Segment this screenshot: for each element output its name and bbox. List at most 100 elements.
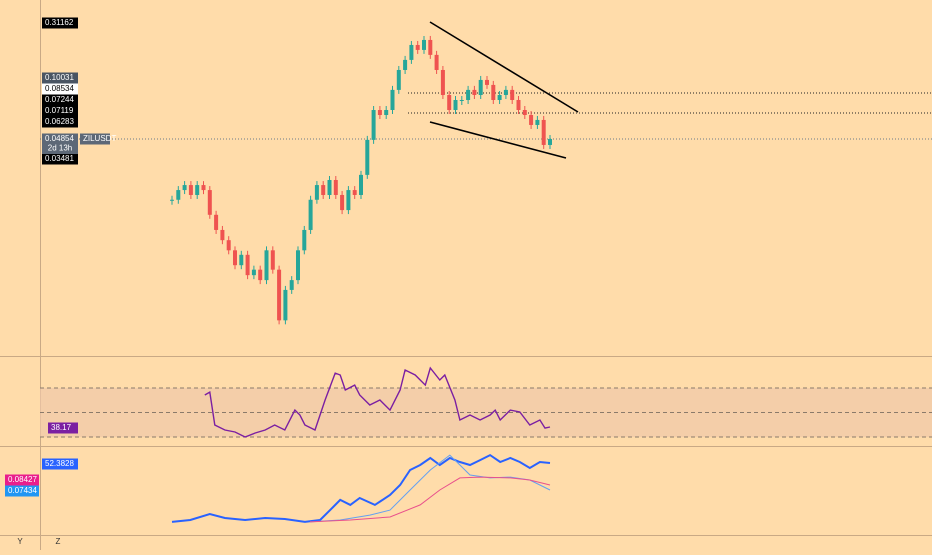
price-tag: 0.08534 xyxy=(45,84,74,93)
price-tag: 0.03481 xyxy=(45,154,74,163)
candle xyxy=(195,185,200,195)
candle xyxy=(390,89,395,110)
indicator-tag: 0.08427 xyxy=(8,475,37,484)
price-tag-bg xyxy=(42,17,78,29)
candle xyxy=(333,179,338,195)
candle xyxy=(308,199,313,230)
candle xyxy=(497,95,502,100)
candle xyxy=(258,269,263,281)
indicator-line xyxy=(309,454,551,523)
candle xyxy=(321,185,326,195)
candle xyxy=(207,190,212,215)
candle xyxy=(440,69,445,96)
candle xyxy=(396,69,401,90)
axis-button[interactable]: Z xyxy=(56,537,61,546)
price-tag-bg xyxy=(42,83,78,95)
price-tag: 0.10031 xyxy=(45,73,74,82)
candle xyxy=(365,139,370,175)
candle xyxy=(226,240,231,251)
candle xyxy=(214,214,219,230)
candle xyxy=(478,79,483,96)
candle xyxy=(233,250,237,266)
candle xyxy=(352,190,357,195)
candle xyxy=(182,185,187,191)
candle xyxy=(220,229,225,241)
candle xyxy=(296,250,300,281)
candle xyxy=(377,109,382,116)
candle xyxy=(422,39,426,50)
candle xyxy=(510,89,515,100)
indicator-line xyxy=(309,476,551,523)
indicator-tag: 0.07434 xyxy=(8,486,37,495)
price-tag: 0.31162 xyxy=(45,18,74,27)
candle xyxy=(283,289,288,321)
candle xyxy=(245,254,250,276)
candle xyxy=(346,190,351,211)
candle xyxy=(384,109,389,116)
candle xyxy=(371,109,376,140)
price-tag: 0.07244 xyxy=(45,95,74,104)
rsi-tag: 38.17 xyxy=(51,423,72,432)
candle xyxy=(415,44,420,50)
candle xyxy=(277,269,282,321)
candle xyxy=(434,54,439,70)
trend-line xyxy=(429,21,579,113)
candle xyxy=(516,99,521,110)
candle xyxy=(503,89,508,96)
price-tag: 0.06283 xyxy=(45,117,74,126)
candle xyxy=(453,99,458,110)
candle xyxy=(491,84,496,100)
candle xyxy=(485,79,489,85)
indicator-tag-bg xyxy=(5,474,39,486)
candle xyxy=(289,280,294,290)
price-tag: 0.04854 xyxy=(45,134,74,143)
candle xyxy=(409,44,414,60)
candle xyxy=(239,254,244,266)
candle xyxy=(472,89,477,96)
candle xyxy=(314,185,319,200)
candle xyxy=(340,194,345,211)
candle xyxy=(428,39,433,55)
indicator-line xyxy=(171,453,551,523)
candle xyxy=(529,115,534,125)
rsi-tag-bg xyxy=(48,422,78,434)
price-tag-bg xyxy=(42,133,78,145)
candle xyxy=(359,174,363,195)
candle xyxy=(535,119,540,125)
candle xyxy=(327,179,332,195)
candle xyxy=(302,229,307,251)
candle xyxy=(170,199,174,201)
symbol-tag: ZILUSDT xyxy=(83,134,116,143)
indicator-tag: 52.3828 xyxy=(45,459,74,468)
price-tag-bg xyxy=(42,116,78,128)
indicator-tag-bg xyxy=(42,458,78,470)
price-tag-bg xyxy=(42,105,78,117)
indicator-line xyxy=(204,366,551,438)
countdown-bg xyxy=(42,143,78,154)
candle xyxy=(176,190,181,200)
price-tag-bg xyxy=(42,94,78,106)
candle xyxy=(270,250,275,270)
candle xyxy=(251,269,256,276)
price-tag: 0.07119 xyxy=(45,106,74,115)
symbol-tag-bg xyxy=(80,133,110,145)
indicator-tag-bg xyxy=(5,485,39,497)
candle xyxy=(522,109,527,116)
candle xyxy=(447,95,452,110)
candle xyxy=(403,59,408,70)
candle xyxy=(188,185,193,195)
price-tag-bg xyxy=(42,153,78,165)
candle xyxy=(459,99,464,101)
candle xyxy=(466,89,471,100)
candle xyxy=(541,119,546,145)
countdown: 2d 13h xyxy=(48,144,72,153)
trend-line xyxy=(429,121,567,159)
candle xyxy=(201,185,206,191)
candle xyxy=(548,138,552,145)
price-tag-bg xyxy=(42,72,78,84)
axis-button[interactable]: Y xyxy=(17,537,23,546)
candle xyxy=(264,250,269,281)
